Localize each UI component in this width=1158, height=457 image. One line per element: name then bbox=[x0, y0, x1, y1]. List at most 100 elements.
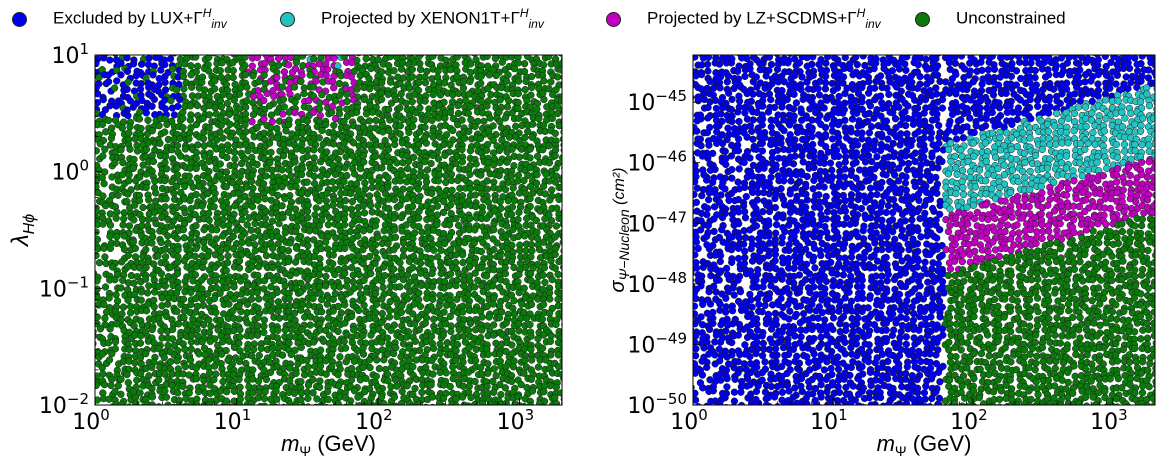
data-point bbox=[442, 131, 451, 139]
data-point bbox=[207, 322, 215, 331]
data-point bbox=[693, 62, 694, 67]
data-point bbox=[323, 189, 331, 198]
y-tick-label: 101 bbox=[51, 40, 89, 69]
data-point bbox=[125, 177, 133, 185]
data-point bbox=[290, 389, 299, 397]
data-point bbox=[530, 48, 537, 55]
data-point bbox=[990, 65, 999, 73]
data-point bbox=[416, 104, 424, 112]
data-point bbox=[335, 382, 343, 390]
data-point bbox=[117, 390, 125, 398]
data-point bbox=[140, 47, 147, 54]
data-point bbox=[319, 48, 326, 55]
data-point bbox=[217, 254, 225, 262]
data-point bbox=[309, 108, 318, 116]
data-point bbox=[316, 289, 324, 297]
data-point bbox=[428, 283, 437, 291]
data-point bbox=[359, 363, 367, 372]
data-point bbox=[415, 326, 423, 334]
data-point bbox=[1138, 55, 1146, 60]
data-point bbox=[770, 55, 775, 56]
data-point bbox=[441, 151, 449, 159]
data-point bbox=[502, 232, 510, 240]
data-point bbox=[315, 383, 324, 391]
data-point bbox=[173, 164, 181, 172]
data-point bbox=[378, 277, 386, 285]
data-point bbox=[310, 55, 318, 63]
data-point bbox=[459, 308, 467, 316]
data-point bbox=[495, 146, 504, 155]
data-point bbox=[101, 283, 110, 291]
data-point bbox=[142, 350, 150, 358]
data-point bbox=[150, 303, 158, 311]
data-point bbox=[114, 177, 123, 185]
data-point bbox=[410, 320, 419, 328]
data-point bbox=[543, 103, 551, 111]
data-point bbox=[461, 238, 469, 247]
data-point bbox=[504, 197, 512, 205]
data-point bbox=[112, 291, 120, 299]
data-point bbox=[154, 252, 162, 260]
data-point bbox=[490, 276, 499, 284]
data-point bbox=[280, 103, 288, 111]
data-point bbox=[464, 326, 473, 335]
data-point bbox=[95, 166, 96, 171]
data-point bbox=[465, 127, 473, 136]
data-point bbox=[95, 259, 104, 267]
data-point bbox=[396, 259, 404, 267]
data-point bbox=[383, 334, 392, 342]
data-point bbox=[466, 77, 474, 86]
data-point bbox=[1104, 47, 1111, 54]
data-point bbox=[458, 393, 467, 401]
data-point bbox=[95, 124, 96, 128]
data-point bbox=[547, 78, 555, 86]
x-axis-label-1: mΨ (GeV) bbox=[281, 431, 376, 457]
data-point bbox=[139, 203, 147, 212]
data-point bbox=[533, 152, 542, 160]
data-point bbox=[148, 325, 156, 334]
data-point bbox=[230, 327, 238, 335]
data-point bbox=[527, 300, 536, 309]
data-point bbox=[484, 350, 492, 358]
data-point bbox=[510, 64, 519, 73]
data-point bbox=[436, 133, 444, 141]
data-point bbox=[429, 370, 437, 378]
data-point bbox=[449, 126, 457, 135]
data-point bbox=[495, 185, 503, 193]
data-point bbox=[117, 59, 125, 67]
data-point bbox=[384, 145, 393, 154]
data-point bbox=[297, 232, 305, 241]
data-point bbox=[349, 278, 357, 286]
data-point bbox=[478, 313, 486, 321]
data-point bbox=[539, 61, 548, 69]
data-point bbox=[483, 302, 491, 311]
data-point bbox=[174, 320, 183, 328]
data-point bbox=[348, 220, 356, 229]
data-point bbox=[377, 95, 386, 104]
data-point bbox=[374, 56, 382, 64]
data-point bbox=[322, 197, 330, 205]
data-point bbox=[230, 387, 239, 395]
data-point bbox=[495, 171, 503, 180]
data-point bbox=[322, 238, 330, 246]
data-point bbox=[260, 316, 269, 324]
data-point bbox=[298, 55, 307, 60]
data-point bbox=[129, 60, 138, 68]
data-point bbox=[773, 55, 781, 58]
data-point bbox=[471, 283, 479, 291]
data-point bbox=[458, 251, 467, 259]
x-tick-label: 103 bbox=[497, 406, 535, 435]
x-tick-label: 101 bbox=[214, 406, 252, 435]
data-point bbox=[179, 72, 188, 81]
data-point bbox=[346, 288, 354, 296]
data-point bbox=[485, 71, 494, 79]
data-point bbox=[254, 377, 263, 385]
data-point bbox=[523, 214, 531, 223]
data-point bbox=[179, 370, 187, 378]
data-point bbox=[489, 136, 497, 145]
data-point bbox=[399, 252, 408, 260]
data-point bbox=[555, 363, 562, 371]
data-point bbox=[281, 326, 289, 334]
data-point bbox=[355, 270, 363, 279]
data-point bbox=[408, 350, 416, 358]
